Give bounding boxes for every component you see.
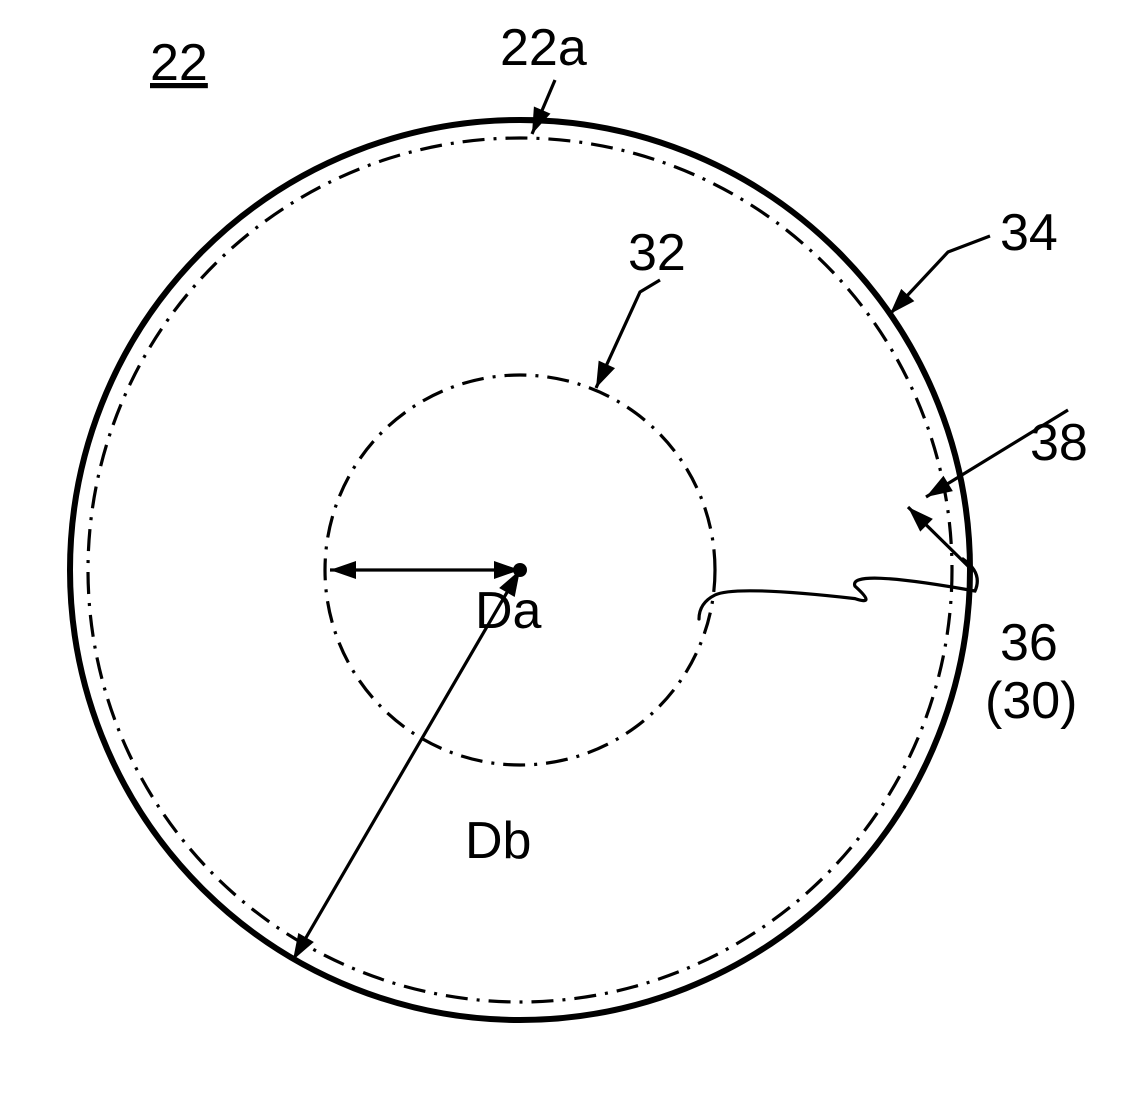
leader-34 xyxy=(890,236,990,314)
label-n30: (30) xyxy=(985,672,1077,730)
label-n34: 34 xyxy=(1000,204,1058,262)
label-n36: 36 xyxy=(1000,614,1058,672)
brace-36 xyxy=(699,559,977,619)
label-Db: Db xyxy=(465,812,531,870)
label-n22: 22 xyxy=(150,34,208,92)
leader-32 xyxy=(596,280,660,388)
label-n32: 32 xyxy=(628,224,686,282)
label-n22a: 22a xyxy=(500,19,587,77)
radius-Da xyxy=(330,561,520,579)
label-n38: 38 xyxy=(1030,414,1088,472)
leader-22a xyxy=(532,80,555,134)
label-Da: Da xyxy=(475,582,542,640)
